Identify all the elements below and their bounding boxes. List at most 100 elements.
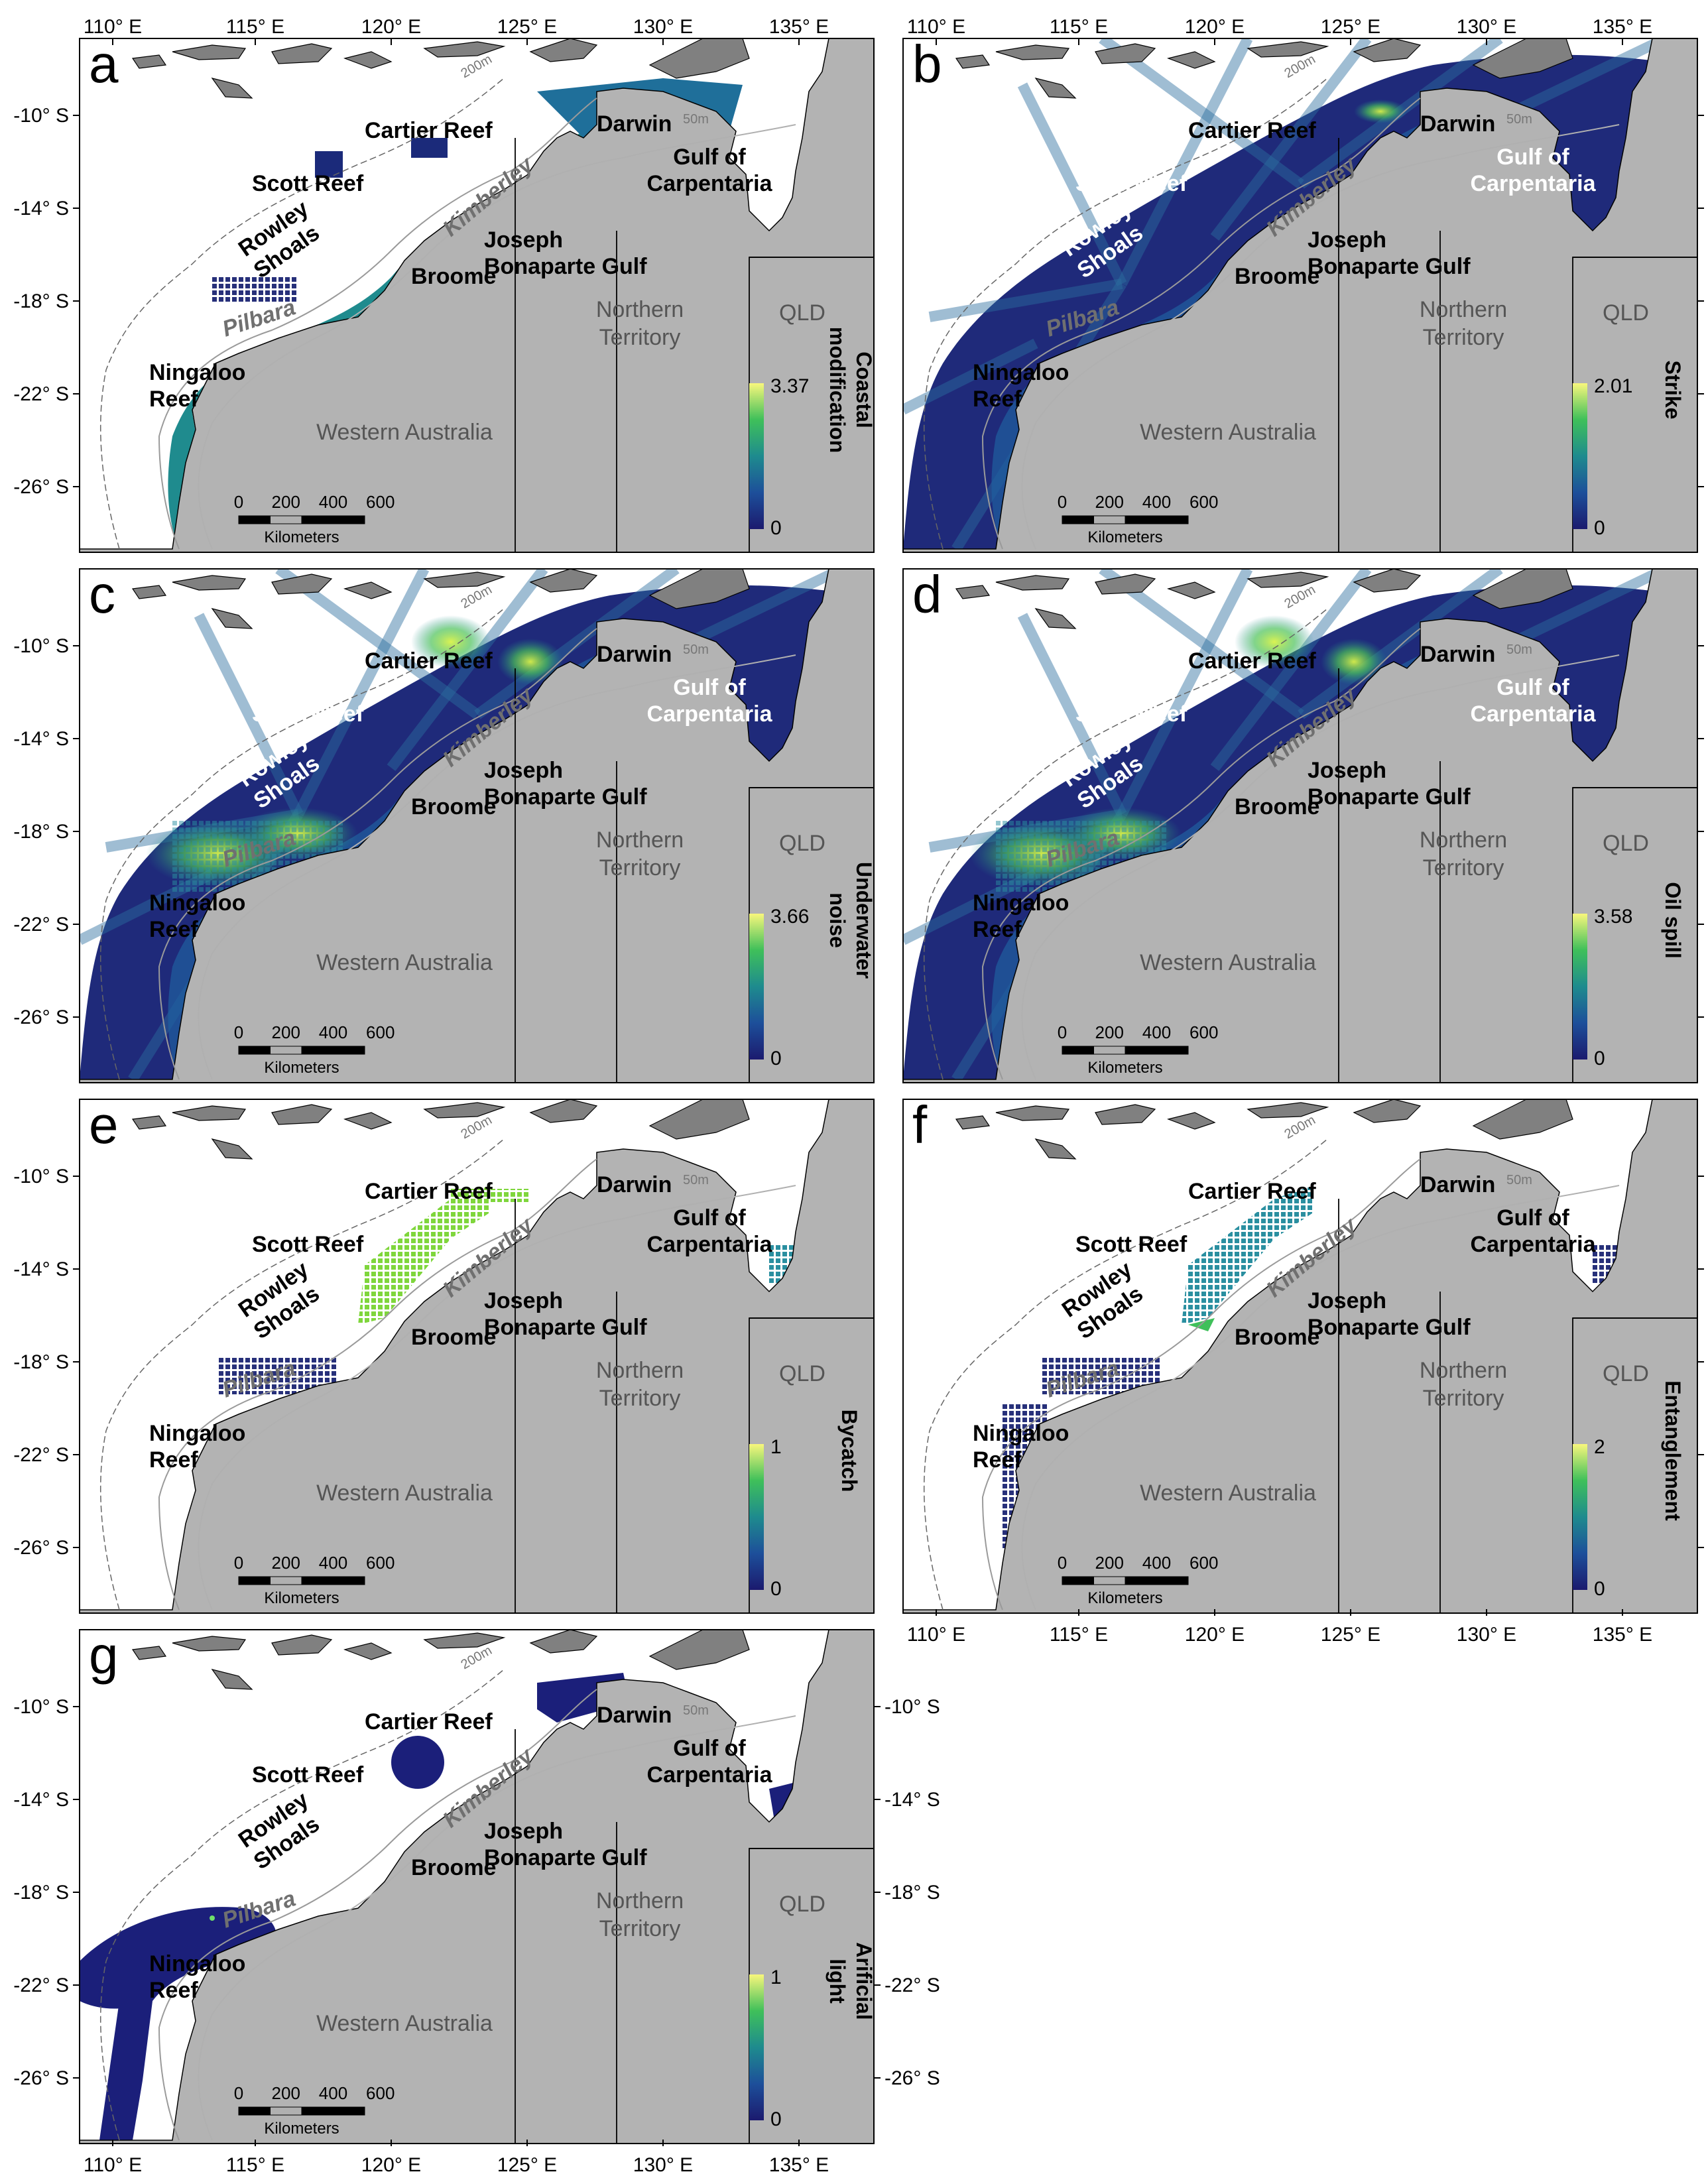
scale-tick: 0 [234,1553,243,1573]
colorbar-title: Underwaternoise [825,862,876,979]
panel-letter: d [912,565,942,624]
panel-map: Ningaloo Reef Broome Darwin Joseph Bonaparte … [80,569,876,1083]
lat-label: -22° S [13,1444,69,1466]
lon-label: 110° E [84,2154,142,2176]
lon-label: 120° E [361,2154,421,2176]
shipping-lane [1017,613,1127,817]
scale-segment [1125,1576,1157,1585]
scale-tick: 400 [319,1553,347,1573]
panel-frame [79,1629,875,2144]
label-broome: Broome [1235,794,1319,819]
panel-letter: e [89,1095,119,1154]
label-darwin: Darwin [1420,111,1495,137]
label-scott-reef: Scott Reef [252,701,364,727]
scale-segment [1156,1046,1189,1055]
panel-letter: b [912,34,942,93]
label-cartier-reef: Cartier Reef [1188,648,1316,674]
label-cartier-reef: Cartier Reef [365,118,493,143]
shipping-lane [275,569,481,719]
panel-letter: a [89,34,119,93]
isobath-label-50m: 50m [683,642,709,657]
shipping-lane [1117,569,1253,817]
island [1095,574,1156,595]
label-western-australia: Western Australia [1140,950,1316,975]
island [271,574,333,595]
colorbar-min: 0 [770,517,782,539]
colorbar-title: Oil spill [1661,882,1685,959]
scale-segment [1156,1576,1189,1585]
scale-segment [270,1046,302,1055]
scale-segment [333,1046,365,1055]
panel-map: Ningaloo Reef Broome Darwin Joseph Bonaparte … [903,569,1697,1083]
scale-unit: Kilometers [1087,1589,1162,1607]
label-northern-territory: Northern Territory [596,827,684,880]
label-scott-reef: Scott Reef [252,1232,364,1257]
scale-tick: 600 [1190,492,1218,512]
colorbar-min: 0 [770,2108,782,2130]
colorbar-max: 3.37 [770,375,809,397]
scale-tick: 0 [1058,492,1067,512]
island [211,78,253,99]
scale-segment [1093,1046,1126,1055]
label-western-australia: Western Australia [1140,420,1316,445]
label-gulf-of-carpentaria: Gulf of Carpentaria [1471,145,1597,196]
isobath-50m [1021,654,1620,1080]
isobath-label-50m: 50m [1506,1173,1532,1187]
colorbar-title: Entanglement [1661,1380,1685,1521]
island [529,1630,598,1654]
hotspot-browse [1235,615,1314,668]
scale-unit: Kilometers [264,528,339,546]
panel-frame [79,38,875,553]
scale-tick: 400 [319,2083,347,2103]
scale-segment [1156,515,1189,524]
australia-landmass [80,1630,874,2144]
panel-letter: g [89,1626,119,1685]
island [1034,1138,1077,1160]
scale-tick: 200 [272,1553,300,1573]
label-broome: Broome [411,1325,496,1350]
lon-label: 110° E [907,1624,965,1646]
shipping-lane [474,569,680,719]
scale-segment [301,2106,334,2116]
label-ningaloo-reef: Ningaloo Reef [149,1421,245,1473]
panel-d: Ningaloo Reef Broome Darwin Joseph Bonaparte … [902,565,1698,1083]
shipping-lane [1210,569,1372,771]
label-gulf-of-carpentaria: Gulf of Carpentaria [647,1205,773,1257]
lat-label: -18° S [13,1351,69,1373]
label-qld: QLD [1603,300,1649,326]
colorbar-min: 0 [770,1578,782,1600]
scale-segment [1062,1576,1094,1585]
label-gulf-of-carpentaria: Gulf of Carpentaria [647,1736,773,1787]
bycatch-kimberley [358,1185,491,1325]
lat-label: -18° S [13,821,69,843]
label-darwin: Darwin [1420,642,1495,667]
island [1353,38,1422,62]
scale-segment [238,2106,271,2116]
colorbar-max: 3.66 [770,906,809,928]
lat-label: -10° S [13,1696,69,1718]
label-qld: QLD [779,300,825,326]
colorbar-max: 1 [770,1436,782,1458]
scale-segment [1062,1046,1094,1055]
island [529,1099,598,1123]
lat-label: -26° S [13,2067,69,2089]
scale-unit: Kilometers [264,2120,339,2138]
panel-map: Ningaloo Reef Broome Darwin Joseph Bonaparte … [80,1099,874,1613]
light-point [210,1915,215,1921]
scale-tick: 0 [234,1022,243,1042]
lat-label: -14° S [884,1789,940,1811]
island [172,1105,247,1121]
scale-segment [238,1576,271,1585]
label-western-australia: Western Australia [316,420,493,445]
light-ningaloo [99,2001,152,2140]
lon-label: 130° E [633,16,693,38]
label-cartier-reef: Cartier Reef [365,1709,493,1734]
label-gulf-of-carpentaria: Gulf of Carpentaria [1471,1205,1597,1257]
lon-label: 115° E [226,16,284,38]
scale-tick: 600 [366,1022,395,1042]
colorbar-title: Strike [1661,361,1685,420]
scale-segment [301,515,334,524]
panel-map: Ningaloo Reef Broome Darwin Joseph Bonaparte … [903,38,1697,552]
label-joseph-bonaparte-gulf: Joseph Bonaparte Gulf [1308,227,1471,279]
scale-segment [1125,1046,1157,1055]
